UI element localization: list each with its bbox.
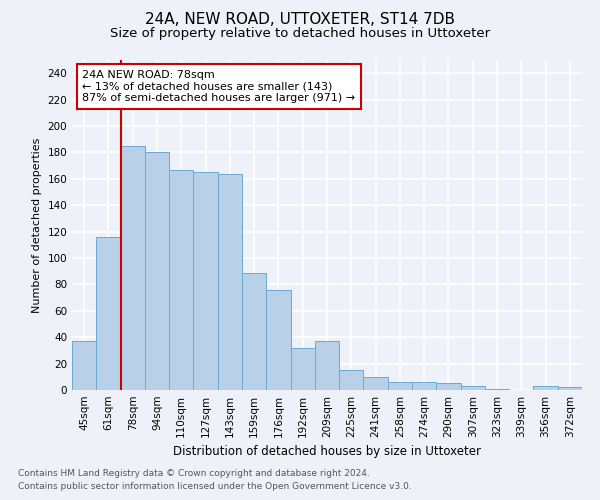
Text: Contains HM Land Registry data © Crown copyright and database right 2024.: Contains HM Land Registry data © Crown c… [18, 468, 370, 477]
Bar [558, 388, 582, 390]
Bar [145, 152, 169, 390]
Bar [266, 290, 290, 390]
Bar [193, 172, 218, 390]
Bar [121, 146, 145, 390]
Bar [339, 370, 364, 390]
Bar [72, 341, 96, 390]
Bar [242, 272, 266, 390]
Y-axis label: Number of detached properties: Number of detached properties [32, 138, 42, 312]
Bar [290, 348, 315, 390]
X-axis label: Distribution of detached houses by size in Uttoxeter: Distribution of detached houses by size … [173, 446, 481, 458]
Text: Size of property relative to detached houses in Uttoxeter: Size of property relative to detached ho… [110, 28, 490, 40]
Bar [169, 170, 193, 390]
Bar [218, 174, 242, 390]
Bar [364, 377, 388, 390]
Bar [388, 382, 412, 390]
Bar [96, 237, 121, 390]
Text: Contains public sector information licensed under the Open Government Licence v3: Contains public sector information licen… [18, 482, 412, 491]
Text: 24A, NEW ROAD, UTTOXETER, ST14 7DB: 24A, NEW ROAD, UTTOXETER, ST14 7DB [145, 12, 455, 28]
Bar [412, 382, 436, 390]
Bar [461, 386, 485, 390]
Bar [315, 341, 339, 390]
Bar [436, 384, 461, 390]
Text: 24A NEW ROAD: 78sqm
← 13% of detached houses are smaller (143)
87% of semi-detac: 24A NEW ROAD: 78sqm ← 13% of detached ho… [82, 70, 355, 103]
Bar [533, 386, 558, 390]
Bar [485, 388, 509, 390]
